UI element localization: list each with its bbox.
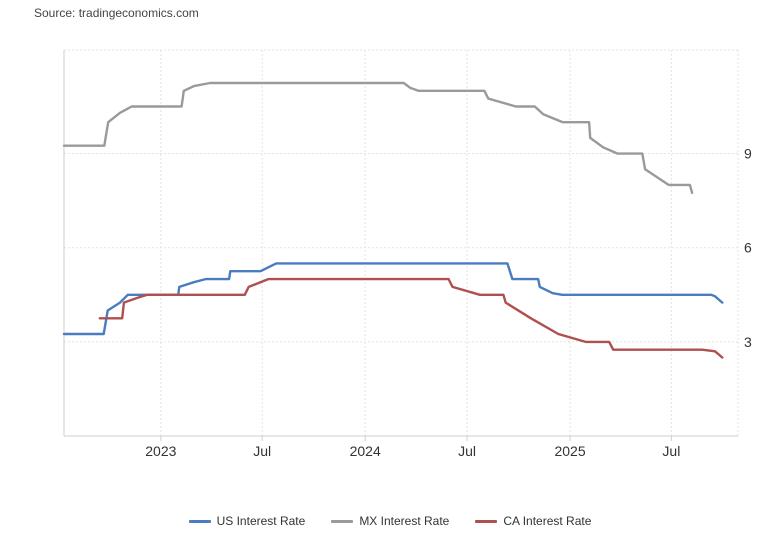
chart-source: Source: tradingeconomics.com (34, 6, 199, 20)
y-tick-label: 9 (744, 146, 752, 162)
chart-series (62, 81, 724, 359)
legend-swatch (475, 519, 498, 523)
legend-item-us-interest-rate[interactable]: US Interest Rate (188, 514, 306, 528)
us-interest-rate-line (62, 262, 724, 336)
x-tick-label: 2024 (350, 443, 381, 459)
chart-legend: US Interest Rate MX Interest Rate CA Inter… (0, 514, 780, 528)
y-tick-label: 3 (744, 334, 752, 350)
y-tick-label: 6 (744, 240, 752, 256)
line-chart: 2023 Jul 2024 Jul 2025 Jul 3 6 9 (62, 49, 752, 459)
legend-swatch (331, 519, 354, 523)
chart-axes (63, 50, 738, 441)
legend-swatch (188, 519, 211, 523)
x-tick-label: 2025 (554, 443, 585, 459)
chart-grid (64, 49, 739, 436)
legend-item-mx-interest-rate[interactable]: MX Interest Rate (331, 514, 449, 528)
chart-tick-labels: 2023 Jul 2024 Jul 2025 Jul 3 6 9 (145, 146, 752, 459)
legend-label: MX Interest Rate (359, 514, 450, 528)
x-tick-label: Jul (662, 443, 680, 459)
legend-label: CA Interest Rate (503, 514, 592, 528)
x-tick-label: 2023 (145, 443, 176, 459)
legend-item-ca-interest-rate[interactable]: CA Interest Rate (475, 514, 591, 528)
legend-label: US Interest Rate (216, 514, 306, 528)
ca-interest-rate-line (98, 277, 724, 359)
mx-interest-rate-line (62, 81, 694, 195)
x-tick-label: Jul (253, 443, 271, 459)
x-tick-label: Jul (458, 443, 476, 459)
